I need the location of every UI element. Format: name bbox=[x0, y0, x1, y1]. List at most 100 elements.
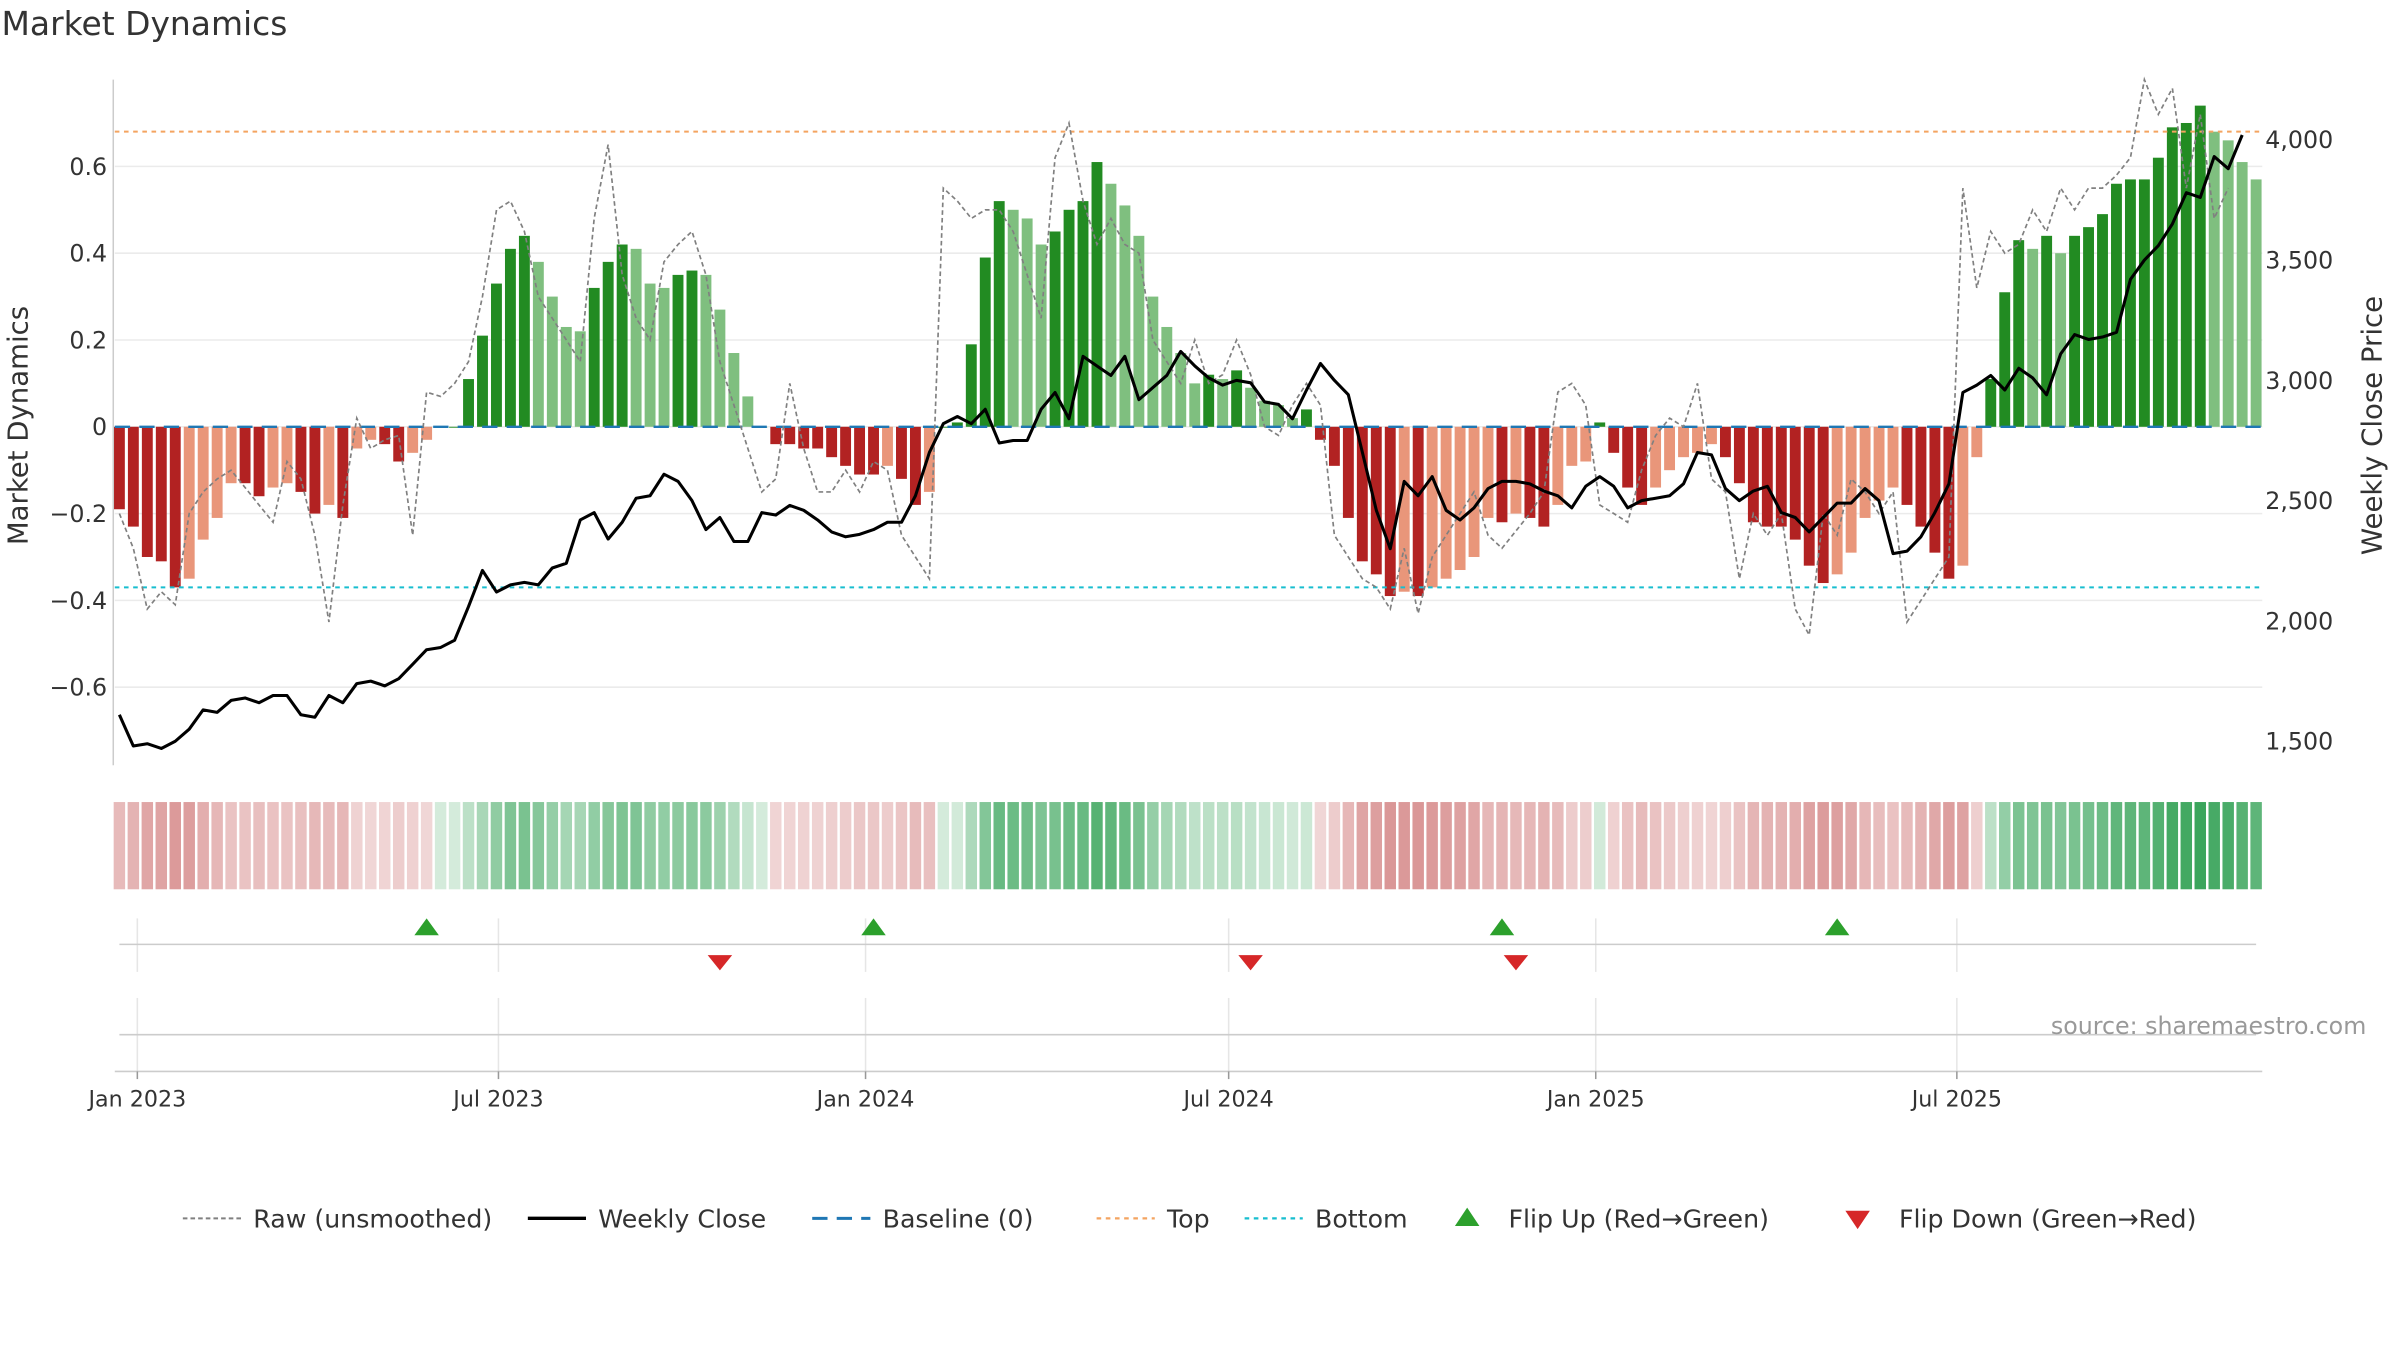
regime-strip-cell bbox=[2208, 802, 2220, 890]
regime-strip-cell bbox=[2236, 802, 2248, 890]
momentum-bar bbox=[1412, 426, 1424, 597]
momentum-bar bbox=[1831, 426, 1843, 575]
momentum-bar bbox=[365, 426, 377, 440]
momentum-bar bbox=[1119, 205, 1131, 427]
regime-strip-cell bbox=[434, 802, 447, 890]
momentum-bar bbox=[2124, 179, 2136, 427]
y-left-tick-label: −0.6 bbox=[50, 674, 108, 702]
x-tick-label: Jan 2023 bbox=[86, 1087, 186, 1113]
regime-strip-cell bbox=[1147, 802, 1159, 890]
regime-strip-cell bbox=[1370, 802, 1383, 890]
momentum-bar bbox=[1608, 426, 1620, 453]
regime-strip-cell bbox=[2124, 802, 2137, 890]
momentum-bar bbox=[993, 201, 1005, 427]
momentum-bar bbox=[616, 244, 628, 427]
legend-item: Top bbox=[1096, 1205, 1210, 1234]
regime-strip-cell bbox=[1594, 802, 1606, 890]
flip-up-marker bbox=[414, 918, 439, 936]
regime-strip-cell bbox=[309, 802, 321, 890]
momentum-bar bbox=[518, 235, 530, 427]
regime-strip-cell bbox=[281, 802, 293, 890]
momentum-bar bbox=[2069, 235, 2081, 427]
momentum-bar bbox=[1747, 426, 1759, 523]
momentum-bar bbox=[1035, 244, 1047, 427]
regime-strip-cell bbox=[155, 802, 168, 890]
regime-strip-cell bbox=[211, 802, 223, 890]
momentum-bar bbox=[1342, 426, 1354, 518]
regime-strip-cell bbox=[476, 802, 489, 890]
regime-strip-cell bbox=[1873, 802, 1885, 890]
momentum-bar bbox=[281, 426, 293, 484]
momentum-bar bbox=[574, 331, 586, 427]
momentum-bar bbox=[1594, 422, 1606, 427]
regime-strip-cell bbox=[1189, 802, 1201, 890]
regime-strip-cell bbox=[1719, 802, 1732, 890]
regime-strip-cell bbox=[965, 802, 978, 890]
regime-strip-cell bbox=[267, 802, 279, 890]
momentum-bar bbox=[477, 335, 488, 427]
regime-strip-cell bbox=[1077, 802, 1089, 890]
regime-strip-cell bbox=[560, 802, 573, 890]
regime-strip-cell bbox=[839, 802, 852, 890]
regime-strip-cell bbox=[518, 802, 531, 890]
regime-strip-cell bbox=[113, 802, 126, 890]
regime-strip-cell bbox=[1091, 802, 1103, 890]
momentum-bar bbox=[1761, 426, 1773, 527]
regime-strip-cell bbox=[742, 802, 754, 890]
regime-strip-cell bbox=[2194, 802, 2206, 890]
regime-strip-cell bbox=[714, 802, 726, 890]
momentum-bar bbox=[449, 426, 461, 428]
x-tick-label: Jul 2023 bbox=[451, 1087, 543, 1113]
momentum-bar bbox=[2250, 179, 2262, 427]
momentum-bar bbox=[1733, 426, 1745, 484]
y-left-axis-title: Market Dynamics bbox=[3, 306, 35, 545]
momentum-bar bbox=[491, 283, 502, 427]
regime-strip-cell bbox=[420, 802, 433, 890]
regime-strip-cell bbox=[1035, 802, 1047, 890]
legend-swatch-flip-up bbox=[1454, 1207, 1480, 1227]
momentum-bar bbox=[155, 426, 167, 562]
momentum-bar bbox=[1049, 231, 1061, 427]
regime-strip-cell bbox=[1300, 802, 1313, 890]
flip-down-marker bbox=[1238, 955, 1263, 971]
momentum-bar bbox=[1091, 162, 1103, 427]
legend-item: Raw (unsmoothed) bbox=[182, 1205, 492, 1234]
legend-label: Top bbox=[1166, 1205, 1210, 1234]
momentum-bar bbox=[1719, 426, 1731, 458]
regime-strip-cell bbox=[1761, 802, 1774, 890]
regime-strip-cell bbox=[1845, 802, 1857, 890]
momentum-bar bbox=[1482, 426, 1494, 518]
momentum-bar bbox=[1929, 426, 1941, 553]
regime-strip-cell bbox=[1733, 802, 1746, 890]
regime-strip-cell bbox=[1328, 802, 1341, 890]
regime-strip-cell bbox=[1426, 802, 1438, 890]
regime-strip-cell bbox=[1985, 802, 1997, 890]
flip-up-marker bbox=[1489, 918, 1515, 936]
regime-strip-cell bbox=[1175, 802, 1187, 890]
regime-strip-cell bbox=[825, 802, 838, 890]
momentum-bar bbox=[267, 426, 279, 488]
momentum-bar bbox=[1454, 426, 1466, 571]
y-right-tick-label: 2,500 bbox=[2265, 487, 2333, 515]
regime-strip-cell bbox=[2054, 802, 2067, 890]
regime-strip-cell bbox=[1105, 802, 1117, 890]
momentum-bar bbox=[1105, 183, 1117, 427]
regime-strip-cell bbox=[1677, 802, 1690, 890]
momentum-bar bbox=[127, 426, 139, 527]
x-tick-label: Jan 2025 bbox=[1545, 1087, 1645, 1113]
momentum-bar bbox=[1510, 426, 1522, 514]
page-title: Market Dynamics bbox=[1, 6, 288, 45]
momentum-bar bbox=[546, 296, 558, 427]
momentum-bar bbox=[2083, 227, 2094, 427]
momentum-bar bbox=[1678, 426, 1689, 458]
regime-strip-cell bbox=[1133, 802, 1145, 890]
regime-strip-cell bbox=[448, 802, 461, 890]
momentum-bar bbox=[421, 426, 433, 440]
momentum-bar bbox=[1650, 426, 1662, 488]
regime-strip-cell bbox=[616, 802, 628, 890]
y-left-tick-label: 0 bbox=[92, 413, 107, 441]
regime-strip-cell bbox=[127, 802, 140, 890]
regime-strip-cell bbox=[1580, 802, 1592, 890]
regime-strip-cell bbox=[811, 802, 824, 890]
momentum-bar bbox=[1189, 383, 1201, 427]
